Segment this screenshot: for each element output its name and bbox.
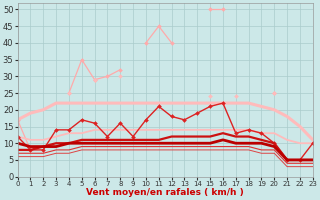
X-axis label: Vent moyen/en rafales ( km/h ): Vent moyen/en rafales ( km/h )	[86, 188, 244, 197]
